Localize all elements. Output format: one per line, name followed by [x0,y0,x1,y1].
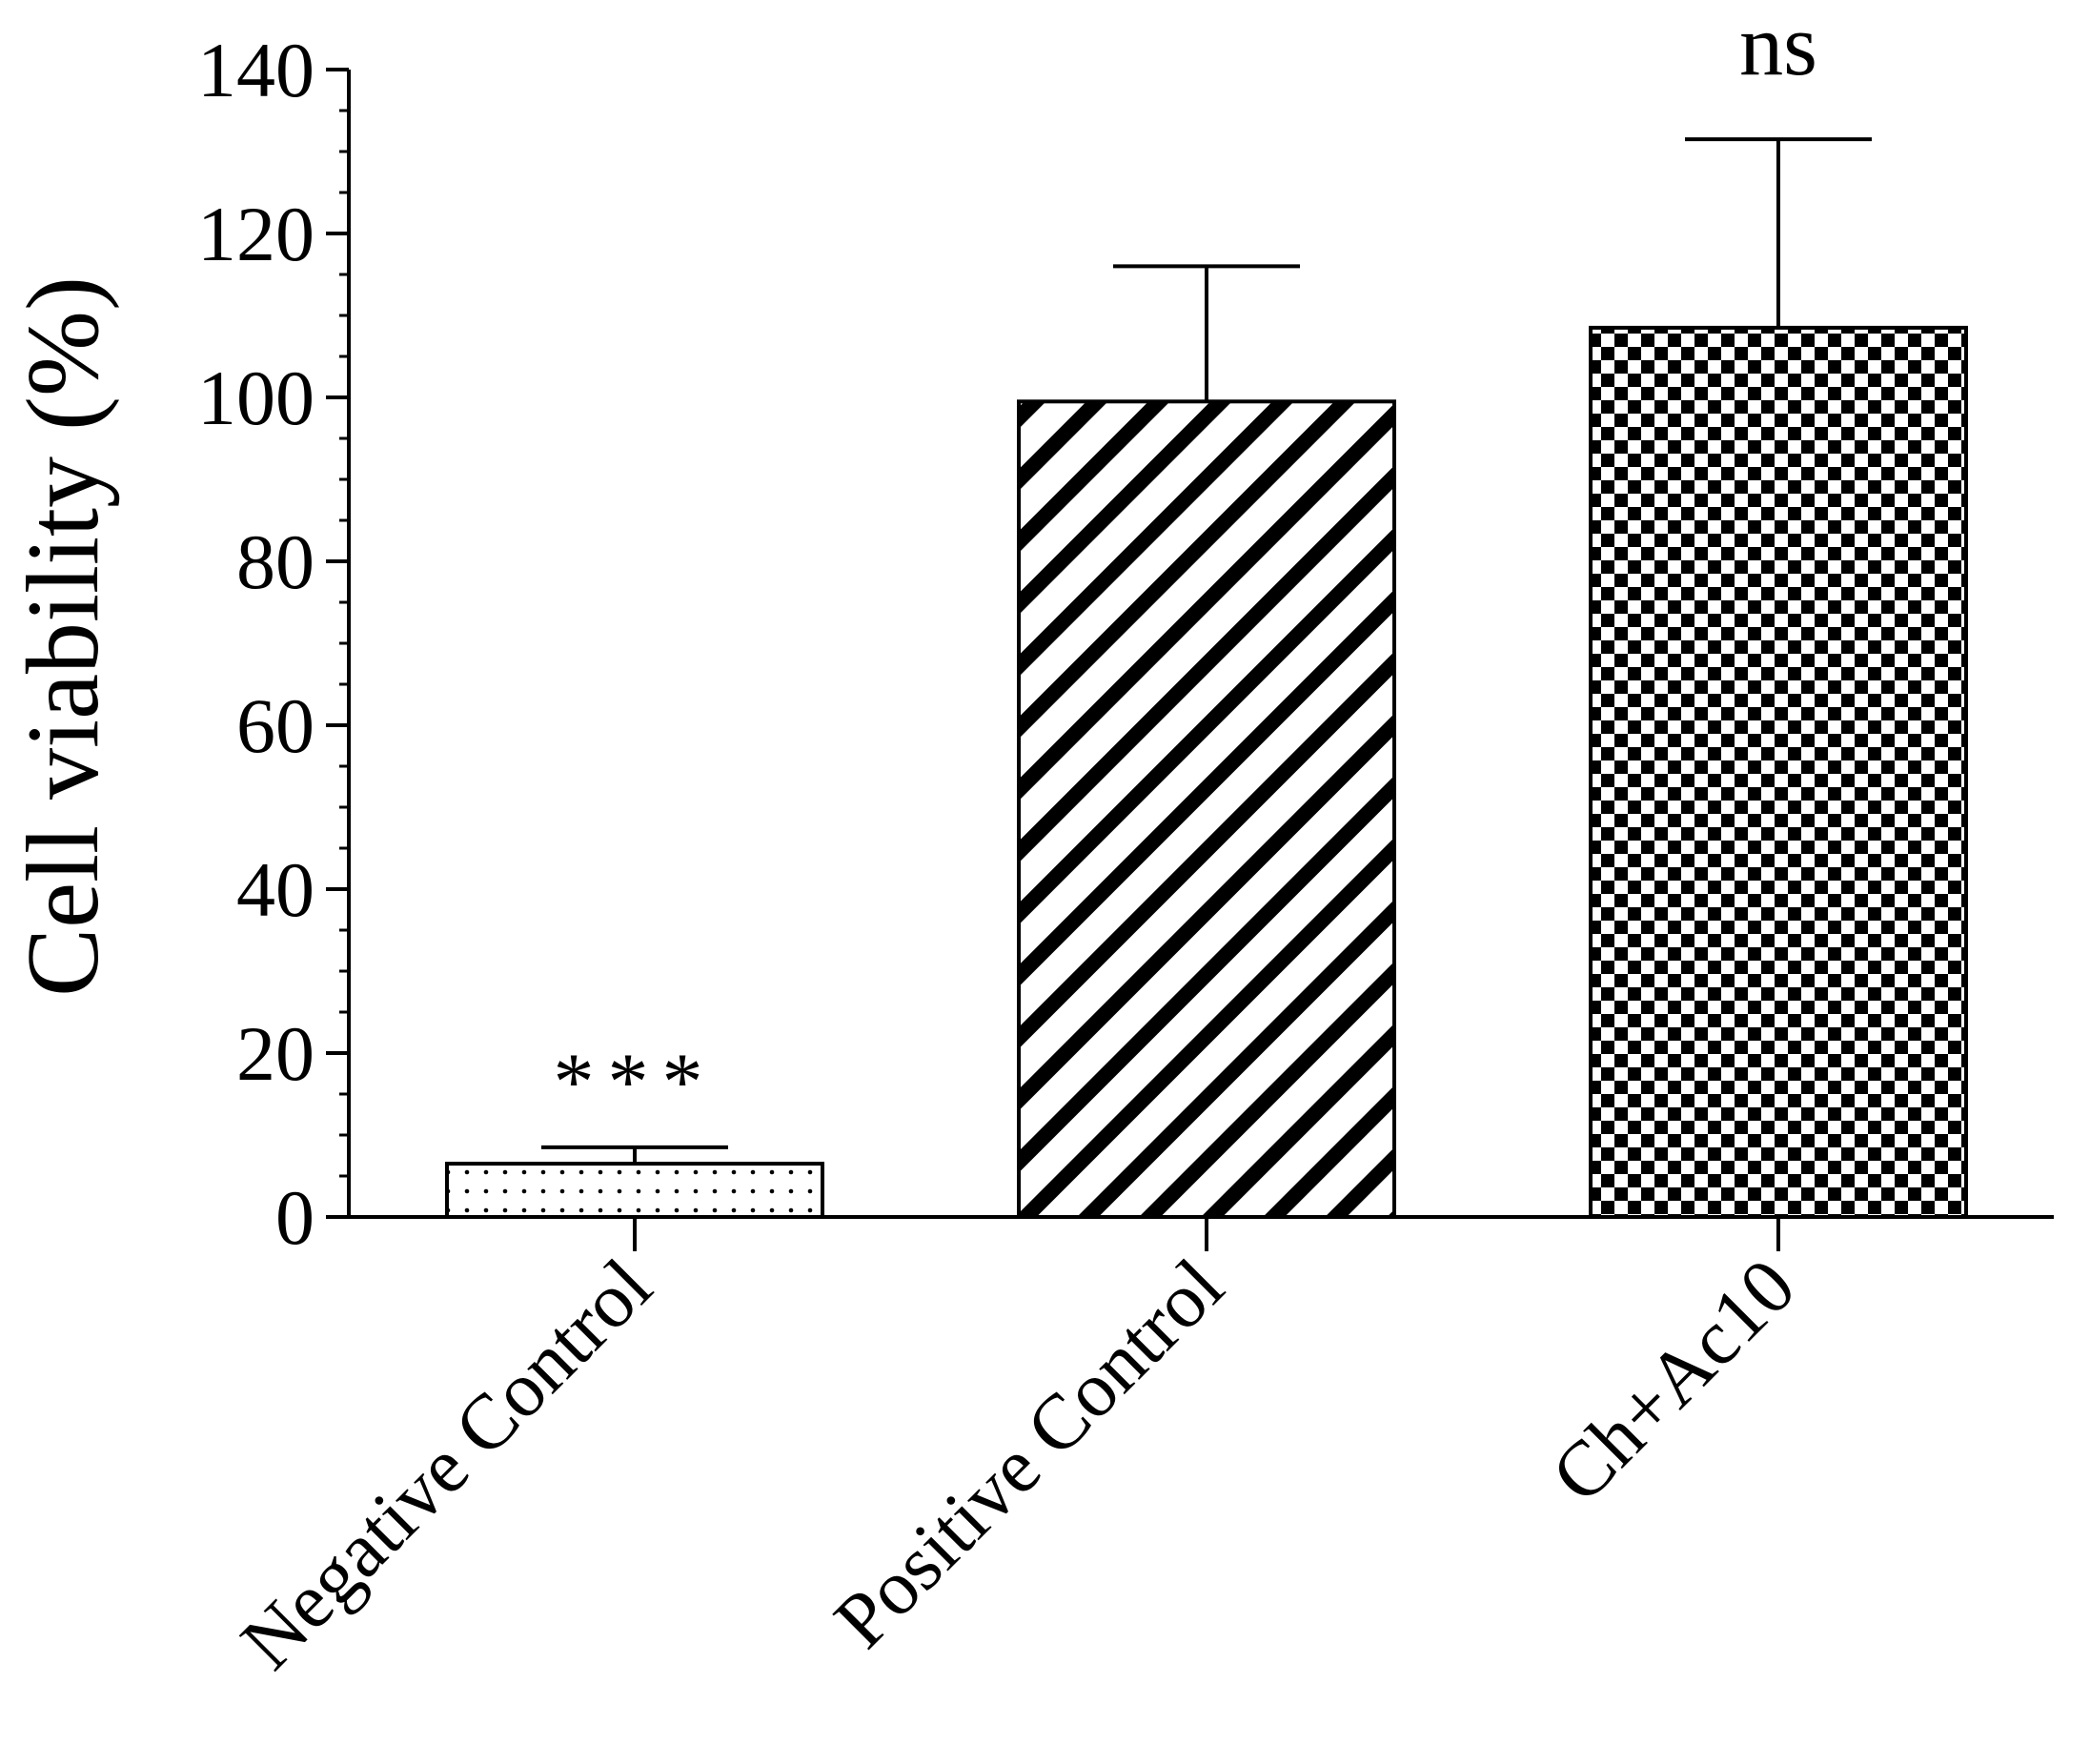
y-tick-label: 0 [275,1174,315,1261]
bar-2 [1589,325,1968,1219]
bar-0 [445,1162,824,1219]
y-tick-label: 140 [197,27,315,113]
x-tick-label: Negative Control [224,1242,667,1685]
y-tick-label: 60 [236,682,315,769]
y-axis-ticks: 0 20 40 60 80 100 120 140 [197,27,349,1261]
x-axis-labels: Negative Control Positive Control Ch+Ac10 [224,1242,1811,1685]
x-tick-label: Ch+Ac10 [1534,1242,1811,1518]
significance-label: ns [1739,0,1817,93]
y-tick-label: 20 [236,1010,315,1097]
y-tick-label: 100 [197,355,315,441]
y-tick-label: 80 [236,518,315,605]
bar-1 [1017,399,1396,1219]
significance-label: *** [554,1036,717,1127]
y-tick-label: 40 [236,846,315,933]
x-tick-label: Positive Control [818,1242,1240,1664]
bars [445,325,1968,1219]
error-bars [541,137,1872,1165]
y-tick-label: 120 [197,191,315,277]
y-axis-label: Cell viability (%) [7,276,120,997]
significance-labels: *** ns [554,0,1817,1127]
